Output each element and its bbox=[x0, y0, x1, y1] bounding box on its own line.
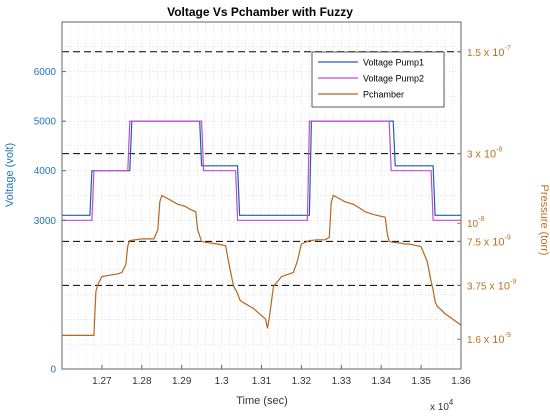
series-line-pchamber bbox=[62, 194, 462, 336]
legend-label-voltage-pump2: Voltage Pump2 bbox=[363, 74, 424, 84]
series-line-voltage-pump2 bbox=[62, 120, 461, 221]
right-tick-label: 1.5 x 10-7 bbox=[467, 45, 511, 59]
x-tick-label: 1.29 bbox=[172, 376, 192, 387]
left-axis-label: Voltage (volt) bbox=[4, 143, 16, 207]
right-tick-mantissa: 1.5 bbox=[467, 48, 484, 59]
left-tick-label: 3000 bbox=[34, 216, 57, 227]
x-tick-label: 1.34 bbox=[371, 376, 391, 387]
right-tick-mantissa: 3 bbox=[467, 150, 475, 161]
x-tick-label: 1.3 bbox=[215, 376, 229, 387]
x-axis-exponent: x 104 bbox=[430, 398, 454, 413]
x-tick-label: 1.31 bbox=[252, 376, 272, 387]
right-tick-exponent: -8 bbox=[478, 216, 484, 223]
right-tick-base: x 10 bbox=[475, 149, 496, 161]
x-axis-label: Time (sec) bbox=[236, 395, 288, 407]
right-tick-base: x 10 bbox=[484, 334, 505, 346]
right-tick-mantissa: 1.6 bbox=[467, 335, 484, 346]
x-tick-label: 1.33 bbox=[332, 376, 352, 387]
right-tick-exponent: -8 bbox=[496, 147, 502, 154]
right-tick-exponent: -9 bbox=[504, 332, 510, 339]
chart-title: Voltage Vs Pchamber with Fuzzy bbox=[167, 5, 353, 19]
right-tick-base: x 10 bbox=[489, 280, 510, 292]
x-exponent-base: x 10 bbox=[430, 402, 449, 413]
right-tick-exponent: -7 bbox=[504, 45, 510, 52]
right-tick-mantissa: 7.5 bbox=[467, 237, 484, 248]
left-tick-label: 5000 bbox=[34, 117, 57, 128]
x-tick-label: 1.32 bbox=[292, 376, 312, 387]
x-tick-label: 1.27 bbox=[92, 376, 112, 387]
right-axis-ticks: 1.5 x 10-73 x 10-810-87.5 x 10-93.75 x 1… bbox=[457, 45, 516, 346]
left-tick-label: 6000 bbox=[34, 67, 57, 78]
x-tick-label: 1.35 bbox=[411, 376, 431, 387]
right-tick-exponent: -9 bbox=[504, 234, 510, 241]
right-tick-label: 7.5 x 10-9 bbox=[467, 234, 511, 248]
legend-box bbox=[311, 51, 445, 108]
right-tick-base: x 10 bbox=[484, 236, 505, 248]
x-tick-label: 1.36 bbox=[451, 376, 471, 387]
x-axis-ticks: 1.27 1.28 1.29 1.3 1.31 1.32 1.33 1.34 1.35 1.36 bbox=[92, 365, 471, 387]
right-tick-mantissa: 3.75 bbox=[467, 281, 489, 292]
legend: Voltage Pump1 Voltage Pump2 Pchamber bbox=[311, 51, 445, 108]
right-tick-label: 10-8 bbox=[467, 216, 484, 230]
series-lines bbox=[62, 120, 462, 336]
legend-label-pchamber: Pchamber bbox=[363, 90, 404, 100]
left-tick-label: 0 bbox=[50, 365, 56, 376]
right-tick-mantissa: 10 bbox=[467, 219, 479, 230]
x-exponent-power: 4 bbox=[449, 398, 454, 407]
legend-label-voltage-pump1: Voltage Pump1 bbox=[363, 58, 424, 68]
right-tick-label: 1.6 x 10-9 bbox=[467, 332, 511, 346]
right-axis-label: Pressure (torr) bbox=[538, 185, 550, 256]
left-tick-label: 4000 bbox=[34, 166, 57, 177]
right-tick-label: 3.75 x 10-9 bbox=[467, 278, 516, 292]
x-tick-label: 1.28 bbox=[132, 376, 152, 387]
right-tick-label: 3 x 10-8 bbox=[467, 147, 502, 161]
left-axis-ticks: 0 3000 4000 5000 6000 bbox=[34, 67, 66, 376]
right-tick-base: x 10 bbox=[484, 47, 505, 59]
right-tick-exponent: -9 bbox=[510, 278, 516, 285]
